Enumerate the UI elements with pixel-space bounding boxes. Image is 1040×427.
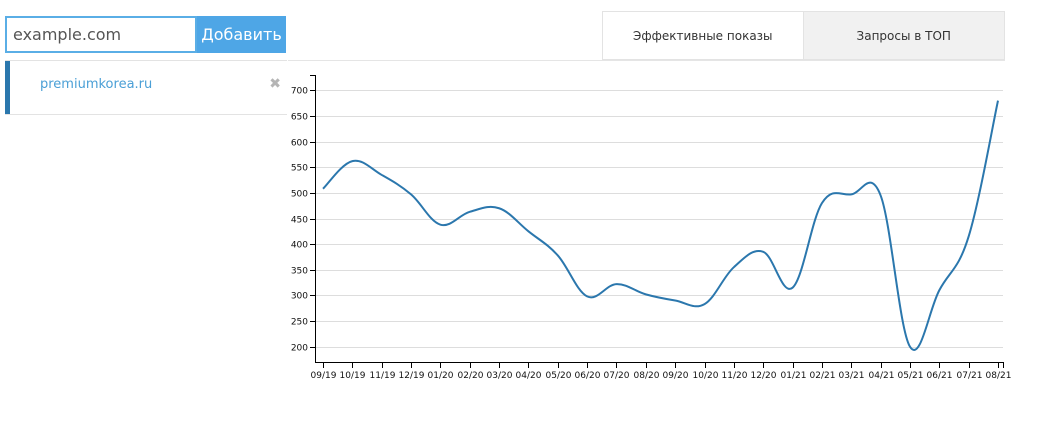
add-site-form: Добавить	[5, 16, 286, 53]
data-point[interactable]	[965, 232, 973, 240]
data-point[interactable]	[495, 204, 503, 212]
data-point[interactable]	[789, 284, 797, 292]
y-tick-label: 250	[291, 318, 308, 328]
site-list-item[interactable]: premiumkorea.ru ✖	[5, 60, 287, 115]
data-point[interactable]	[583, 292, 591, 300]
y-tick-label: 500	[291, 190, 308, 200]
x-tick-label: 02/21	[810, 371, 836, 381]
x-tick-label: 06/21	[927, 371, 953, 381]
site-name-link[interactable]: premiumkorea.ru	[40, 77, 153, 92]
data-point[interactable]	[730, 263, 738, 271]
x-tick-label: 10/19	[340, 371, 366, 381]
data-point[interactable]	[407, 190, 415, 198]
chart-grid	[315, 90, 1003, 348]
x-tick-label: 11/19	[370, 371, 396, 381]
data-point[interactable]	[319, 185, 327, 193]
add-button[interactable]: Добавить	[197, 16, 286, 53]
data-point[interactable]	[935, 286, 943, 294]
y-tick-label: 600	[291, 139, 308, 149]
y-tick-label: 350	[291, 267, 308, 277]
data-point[interactable]	[466, 208, 474, 216]
x-tick-label: 03/21	[839, 371, 865, 381]
data-point[interactable]	[612, 280, 620, 288]
x-tick-label: 04/21	[869, 371, 895, 381]
y-tick-label: 300	[291, 292, 308, 302]
x-tick-label: 01/21	[781, 371, 807, 381]
y-tick-label: 200	[291, 344, 308, 354]
data-point[interactable]	[642, 290, 650, 298]
data-point[interactable]	[701, 300, 709, 308]
y-tick-label: 400	[291, 241, 308, 251]
tab-top-queries[interactable]: Запросы в ТОП	[803, 11, 1005, 60]
y-tick-label: 450	[291, 216, 308, 226]
x-tick-label: 08/20	[634, 371, 660, 381]
x-tick-label: 01/20	[428, 371, 454, 381]
close-icon[interactable]: ✖	[269, 76, 281, 92]
series-layer	[319, 97, 1002, 351]
data-point[interactable]	[994, 97, 1002, 105]
data-point[interactable]	[847, 190, 855, 198]
data-point[interactable]	[554, 251, 562, 259]
data-point[interactable]	[436, 221, 444, 229]
data-point[interactable]	[378, 171, 386, 179]
x-tick-label: 10/20	[693, 371, 719, 381]
selected-indicator	[5, 61, 10, 114]
domain-input[interactable]	[5, 16, 197, 53]
header-divider	[288, 60, 1005, 61]
y-tick-labels: 200 250 300 350 400 450 500 550 600 650 700	[291, 87, 308, 354]
y-tick-label: 700	[291, 87, 308, 97]
y-tick-label: 650	[291, 113, 308, 123]
x-tick-label: 03/20	[487, 371, 513, 381]
x-tick-label: 09/19	[311, 371, 337, 381]
x-tick-label: 04/20	[516, 371, 542, 381]
chart-tabs: Эффективные показы Запросы в ТОП	[602, 11, 1005, 60]
data-point[interactable]	[759, 248, 767, 256]
data-point[interactable]	[348, 157, 356, 165]
x-tick-label: 05/21	[898, 371, 924, 381]
x-tick-label: 07/20	[604, 371, 630, 381]
axis-lines	[310, 75, 1004, 368]
data-point[interactable]	[671, 297, 679, 305]
x-tick-label: 06/20	[575, 371, 601, 381]
x-tick-label: 11/20	[722, 371, 748, 381]
x-tick-label: 09/20	[663, 371, 689, 381]
x-tick-label: 02/20	[458, 371, 484, 381]
x-tick-label: 08/21	[986, 371, 1012, 381]
x-tick-label: 07/21	[957, 371, 983, 381]
chart-axes	[310, 75, 1004, 368]
x-tick-label: 12/20	[751, 371, 777, 381]
data-point[interactable]	[906, 343, 914, 351]
x-tick-label: 05/20	[546, 371, 572, 381]
data-point[interactable]	[877, 191, 885, 199]
series-line	[322, 100, 999, 351]
data-point[interactable]	[818, 199, 826, 207]
tab-effective-impressions[interactable]: Эффективные показы	[602, 11, 804, 60]
data-point[interactable]	[524, 227, 532, 235]
x-tick-labels: 09/19 10/19 11/19 12/19 01/20 02/20 03/20 04/20…	[311, 371, 1012, 381]
x-tick-label: 12/19	[399, 371, 425, 381]
y-tick-label: 550	[291, 164, 308, 174]
